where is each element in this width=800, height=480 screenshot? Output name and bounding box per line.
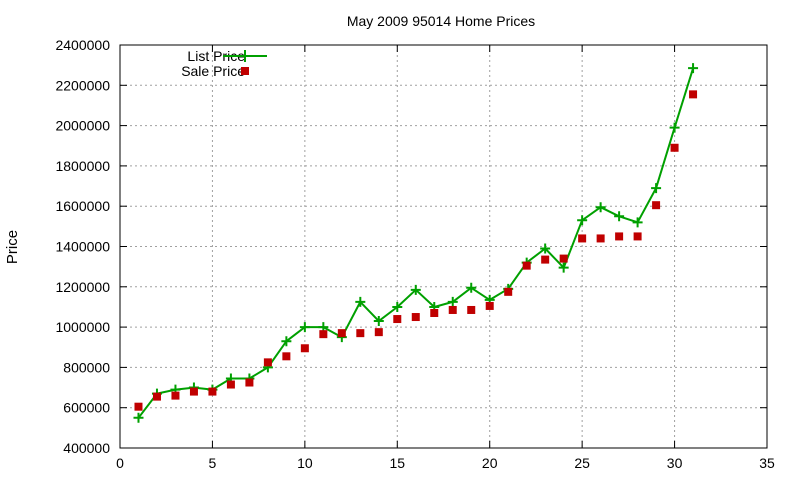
legend-marker-sale-price <box>241 67 249 75</box>
sale-price-point <box>337 329 346 338</box>
y-tick-label: 1800000 <box>55 158 110 174</box>
sale-price-point <box>282 352 291 361</box>
sale-price-point <box>485 301 494 310</box>
sale-price-point <box>689 90 698 99</box>
sale-price-point <box>448 305 457 314</box>
sale-price-point <box>300 344 309 353</box>
y-tick-label: 2200000 <box>55 77 110 93</box>
list-price-line <box>137 67 695 419</box>
sale-price-point <box>670 143 679 152</box>
x-tick-label: 0 <box>116 455 124 471</box>
sale-price-point <box>652 201 661 210</box>
sale-price-point <box>411 313 420 322</box>
list-price-point <box>669 122 680 133</box>
list-price-point <box>299 322 310 333</box>
sale-price-point <box>208 387 217 396</box>
list-price-point <box>355 296 366 307</box>
y-tick-label: 600000 <box>63 400 110 416</box>
sale-price-point <box>541 255 550 264</box>
legend: List Price Sale Price <box>181 48 267 79</box>
series-sale-price <box>134 90 698 411</box>
sale-price-point <box>467 305 476 314</box>
x-tick-label: 20 <box>482 455 498 471</box>
x-tick-label: 25 <box>574 455 590 471</box>
sale-price-point <box>134 402 143 411</box>
list-price-point <box>373 316 384 327</box>
sale-price-point <box>522 261 531 270</box>
y-axis-label: Price <box>4 230 21 264</box>
plot-frame <box>119 44 768 449</box>
sale-price-point <box>430 308 439 317</box>
list-price-point <box>614 211 625 222</box>
list-price-point <box>595 202 606 213</box>
x-tick-label: 35 <box>759 455 775 471</box>
x-tick-label: 15 <box>389 455 405 471</box>
sale-price-point <box>578 234 587 243</box>
sale-price-point <box>263 358 272 367</box>
list-price-point <box>392 301 403 312</box>
legend-label-sale-price: Sale Price <box>181 63 245 79</box>
sale-price-point <box>226 380 235 389</box>
list-price-point <box>632 217 643 228</box>
y-tick-label: 2000000 <box>55 118 110 134</box>
grid <box>120 45 767 448</box>
sale-price-point <box>633 232 642 241</box>
sale-price-point <box>189 387 198 396</box>
sale-price-point <box>171 391 180 400</box>
y-tick-label: 2400000 <box>55 37 110 53</box>
list-price-point <box>133 412 144 423</box>
y-tick-label: 1400000 <box>55 239 110 255</box>
sale-price-point <box>559 254 568 263</box>
ticks: 0 5 10 15 20 25 30 35 400000 600000 800000 1000000 1… <box>55 37 775 471</box>
x-tick-label: 30 <box>667 455 683 471</box>
sale-price-point <box>615 232 624 241</box>
list-price-point <box>466 282 477 293</box>
legend-marker-list-price <box>239 50 251 62</box>
list-price-point <box>558 262 569 273</box>
sale-price-point <box>596 234 605 243</box>
sale-price-point <box>393 315 402 324</box>
list-price-point <box>410 284 421 295</box>
sale-price-point <box>245 378 254 387</box>
legend-label-list-price: List Price <box>187 48 245 64</box>
y-tick-label: 1600000 <box>55 198 110 214</box>
y-tick-label: 1200000 <box>55 279 110 295</box>
sale-price-point <box>504 287 513 296</box>
list-price-point <box>651 183 662 194</box>
y-tick-label: 400000 <box>63 440 110 456</box>
list-price-point <box>281 336 292 347</box>
series-list-price <box>133 63 699 423</box>
list-price-point <box>577 215 588 226</box>
list-price-point <box>688 63 699 74</box>
chart-title: May 2009 95014 Home Prices <box>347 13 535 29</box>
sale-price-point <box>152 392 161 401</box>
list-price-point <box>447 296 458 307</box>
y-tick-label: 800000 <box>63 359 110 375</box>
list-price-point <box>540 243 551 254</box>
x-tick-label: 5 <box>209 455 217 471</box>
sale-price-point <box>319 330 328 339</box>
sale-price-point <box>374 328 383 337</box>
x-tick-label: 10 <box>297 455 313 471</box>
sale-price-point <box>356 329 365 338</box>
y-tick-label: 1000000 <box>55 319 110 335</box>
